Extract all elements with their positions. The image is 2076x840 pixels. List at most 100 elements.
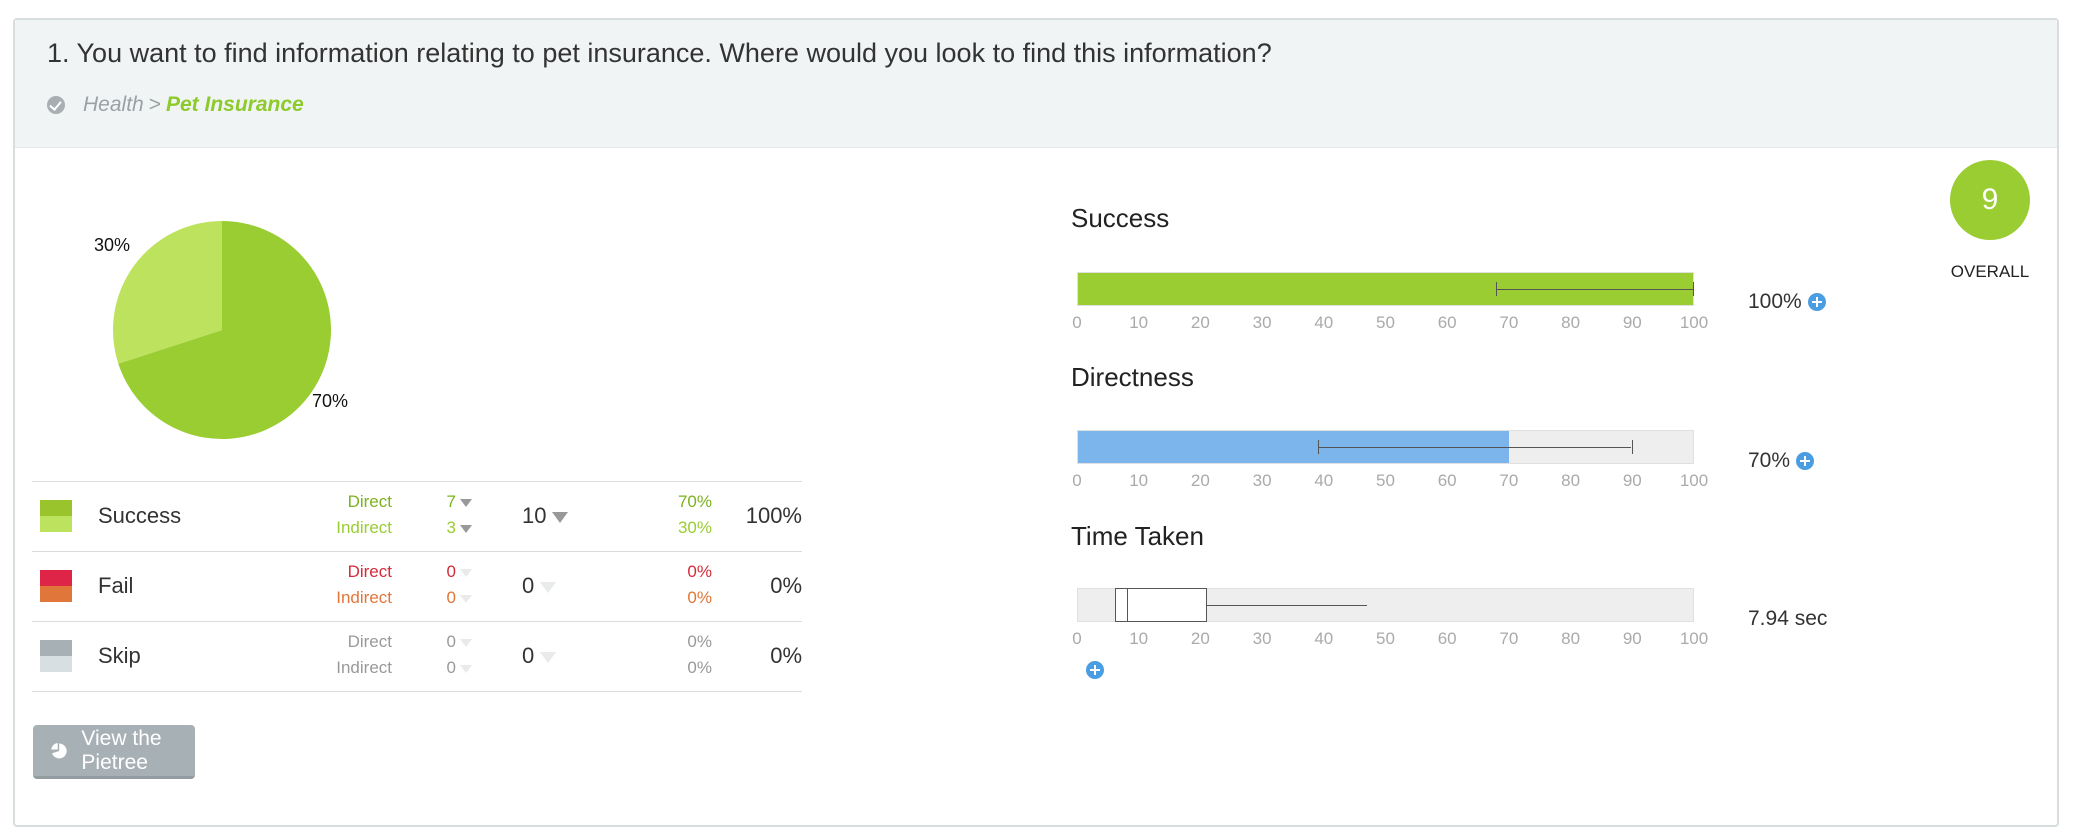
filter-icon: [460, 498, 472, 507]
axis-tick: 40: [1314, 629, 1334, 648]
results-table: Success Direct Indirect 7 3 10 70% 30% 1…: [32, 481, 802, 692]
axis-tick: 60: [1437, 471, 1457, 490]
success-swatch: [40, 500, 72, 532]
axis-tick: 50: [1376, 629, 1395, 648]
axis-tick: 100: [1679, 471, 1709, 490]
indirect-label: Indirect: [336, 658, 392, 677]
indirect-count: 3: [446, 518, 456, 537]
plus-icon[interactable]: [1086, 661, 1104, 679]
question-header: 1. You want to find information relating…: [15, 20, 2057, 148]
axis-tick: 10: [1129, 313, 1149, 332]
view-pietree-button[interactable]: View the Pietree: [33, 725, 195, 779]
pie-label-success-indirect: 30%: [94, 235, 131, 255]
axis-tick: 10: [1129, 629, 1149, 648]
directness-whisker-cap-low: [1317, 440, 1319, 454]
indirect-count-filter: 0: [432, 658, 472, 678]
plus-icon[interactable]: [1796, 452, 1815, 470]
axis-tick: 10: [1129, 471, 1149, 490]
success-value-label: 100%: [1748, 290, 1802, 313]
axis-tick: 100: [1679, 629, 1709, 648]
fail-swatch: [40, 570, 72, 602]
time-median-line: [1127, 588, 1129, 622]
pie-svg: [112, 221, 331, 439]
overall-label: OVERALL: [1950, 262, 2030, 281]
axis-tick: 0: [1072, 471, 1082, 490]
filter-icon: [540, 651, 557, 663]
direct-percent: 70%: [677, 492, 712, 511]
success-whisker: [1496, 289, 1693, 290]
indirect-count-filter[interactable]: 3: [432, 518, 472, 538]
total-count-filter: 0: [522, 643, 557, 669]
axis-tick: 70: [1499, 313, 1519, 332]
indirect-count: 0: [446, 658, 456, 677]
direct-count: 7: [446, 492, 456, 511]
direct-count-filter: 0: [432, 562, 472, 582]
plus-icon[interactable]: [1807, 293, 1826, 311]
pie-chart: 70% 30%: [0, 140, 400, 460]
table-row-skip: Skip Direct Indirect 0 0 0 0% 0% 0%: [32, 621, 802, 692]
filter-icon: [460, 524, 472, 533]
overall-score-badge: 9: [1950, 160, 2030, 240]
axis-tick: 50: [1376, 313, 1395, 332]
total-count-filter: 0: [522, 573, 557, 599]
overall-score: 9: [1981, 183, 1999, 216]
filter-icon: [460, 664, 472, 673]
axis-tick: 20: [1190, 471, 1210, 490]
filter-icon: [460, 638, 472, 647]
row-percent: 100%: [745, 503, 802, 528]
indirect-percent: 0%: [687, 588, 712, 607]
directness-whisker-cap-high: [1631, 440, 1633, 454]
direct-count-filter[interactable]: 7: [432, 492, 472, 512]
directness-title: Directness: [1071, 362, 1194, 392]
axis-tick: 90: [1622, 471, 1642, 490]
axis-tick: 0: [1072, 313, 1082, 332]
success-whisker-cap-low: [1496, 282, 1498, 296]
axis-tick: 40: [1314, 313, 1334, 332]
direct-count: 0: [446, 562, 456, 581]
indirect-percent: 30%: [677, 518, 712, 537]
total-count-filter[interactable]: 10: [522, 503, 569, 529]
filter-icon: [540, 581, 557, 593]
indirect-percent: 0%: [687, 658, 712, 677]
table-row-fail: Fail Direct Indirect 0 0 0 0% 0% 0%: [32, 551, 802, 621]
time-taken-value: 7.94 sec: [1748, 607, 1827, 631]
row-percent: 0%: [770, 573, 802, 598]
pie-slice-1: [112, 221, 222, 364]
directness-axis: 0 10 20 30 40 50 60 70 80 90 100: [1072, 471, 1708, 491]
pie-slice-0: [118, 221, 331, 439]
axis-tick: 20: [1190, 313, 1210, 332]
axis-tick: 100: [1679, 313, 1709, 332]
directness-bar: [1077, 430, 1694, 464]
direct-percent: 0%: [687, 632, 712, 651]
directness-whisker: [1317, 447, 1632, 448]
row-percent: 0%: [770, 643, 802, 668]
axis-tick: 30: [1252, 313, 1272, 332]
axis-tick: 30: [1252, 629, 1272, 648]
skip-swatch: [40, 640, 72, 672]
direct-percent: 0%: [687, 562, 712, 581]
breadcrumb-separator: >: [148, 93, 161, 116]
direct-label: Direct: [347, 632, 392, 651]
row-label: Fail: [98, 573, 134, 598]
axis-tick: 20: [1190, 629, 1210, 648]
axis-tick: 30: [1252, 471, 1272, 490]
total-count: 0: [522, 643, 535, 668]
indirect-label: Indirect: [336, 588, 392, 607]
axis-tick: 80: [1561, 629, 1581, 648]
directness-value-label: 70%: [1748, 449, 1791, 472]
check-circle-icon: [47, 96, 65, 114]
axis-tick: 90: [1622, 629, 1642, 648]
breadcrumb-parent: Health: [83, 93, 144, 116]
total-count: 10: [522, 503, 547, 528]
success-value: 100%: [1748, 290, 1826, 314]
direct-count-filter: 0: [432, 632, 472, 652]
axis-tick: 40: [1314, 471, 1334, 490]
task-result-card: 1. You want to find information relating…: [13, 18, 2059, 827]
indirect-count-filter: 0: [432, 588, 472, 608]
axis-tick: 50: [1376, 471, 1395, 490]
axis-tick: 60: [1437, 629, 1457, 648]
axis-tick: 90: [1622, 313, 1642, 332]
axis-tick: 70: [1499, 629, 1519, 648]
pie-label-success-direct: 70%: [312, 391, 349, 411]
time-taken-value-label: 7.94 sec: [1748, 607, 1828, 630]
